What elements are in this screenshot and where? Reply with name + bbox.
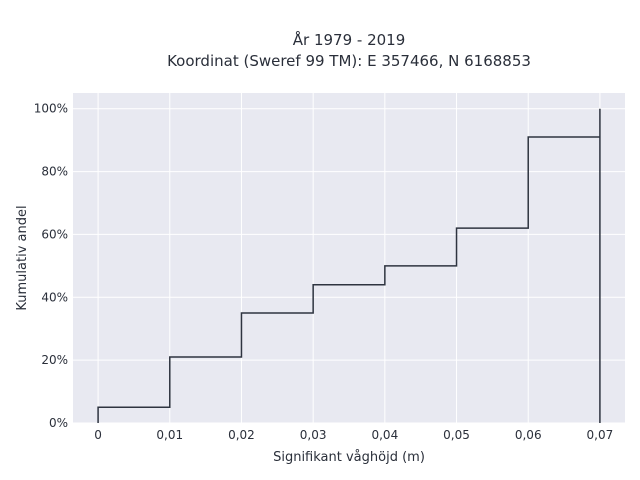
- x-tick-label: 0,07: [587, 428, 614, 442]
- y-axis-label: Kumulativ andel: [15, 205, 30, 310]
- plot-area: [73, 93, 625, 423]
- y-tick-label: 20%: [41, 353, 68, 367]
- chart-title-line-1: År 1979 - 2019: [293, 30, 406, 49]
- y-tick-label: 40%: [41, 290, 68, 304]
- y-tick-label: 0%: [49, 416, 68, 430]
- x-tick-label: 0,02: [228, 428, 255, 442]
- x-tick-labels: 0 0,01 0,02 0,03 0,04 0,05 0,06 0,07: [94, 428, 613, 442]
- y-tick-label: 60%: [41, 227, 68, 241]
- x-tick-label: 0,03: [300, 428, 327, 442]
- y-gridlines: [73, 108, 625, 424]
- series-group: [97, 108, 601, 423]
- x-tick-label: 0,06: [515, 428, 542, 442]
- y-tick-label: 80%: [41, 165, 68, 179]
- y-tick-label: 100%: [34, 102, 68, 116]
- y-tick-labels: 0% 20% 40% 60% 80% 100%: [34, 102, 68, 430]
- x-tick-label: 0,01: [156, 428, 183, 442]
- x-tick-label: 0,05: [443, 428, 470, 442]
- chart-title-line-2: Koordinat (Sweref 99 TM): E 357466, N 61…: [167, 52, 531, 70]
- x-tick-label: 0,04: [371, 428, 398, 442]
- cumulative-step-line: [97, 108, 601, 423]
- x-axis-label: Signifikant våghöjd (m): [273, 450, 425, 465]
- x-tick-label: 0: [94, 428, 102, 442]
